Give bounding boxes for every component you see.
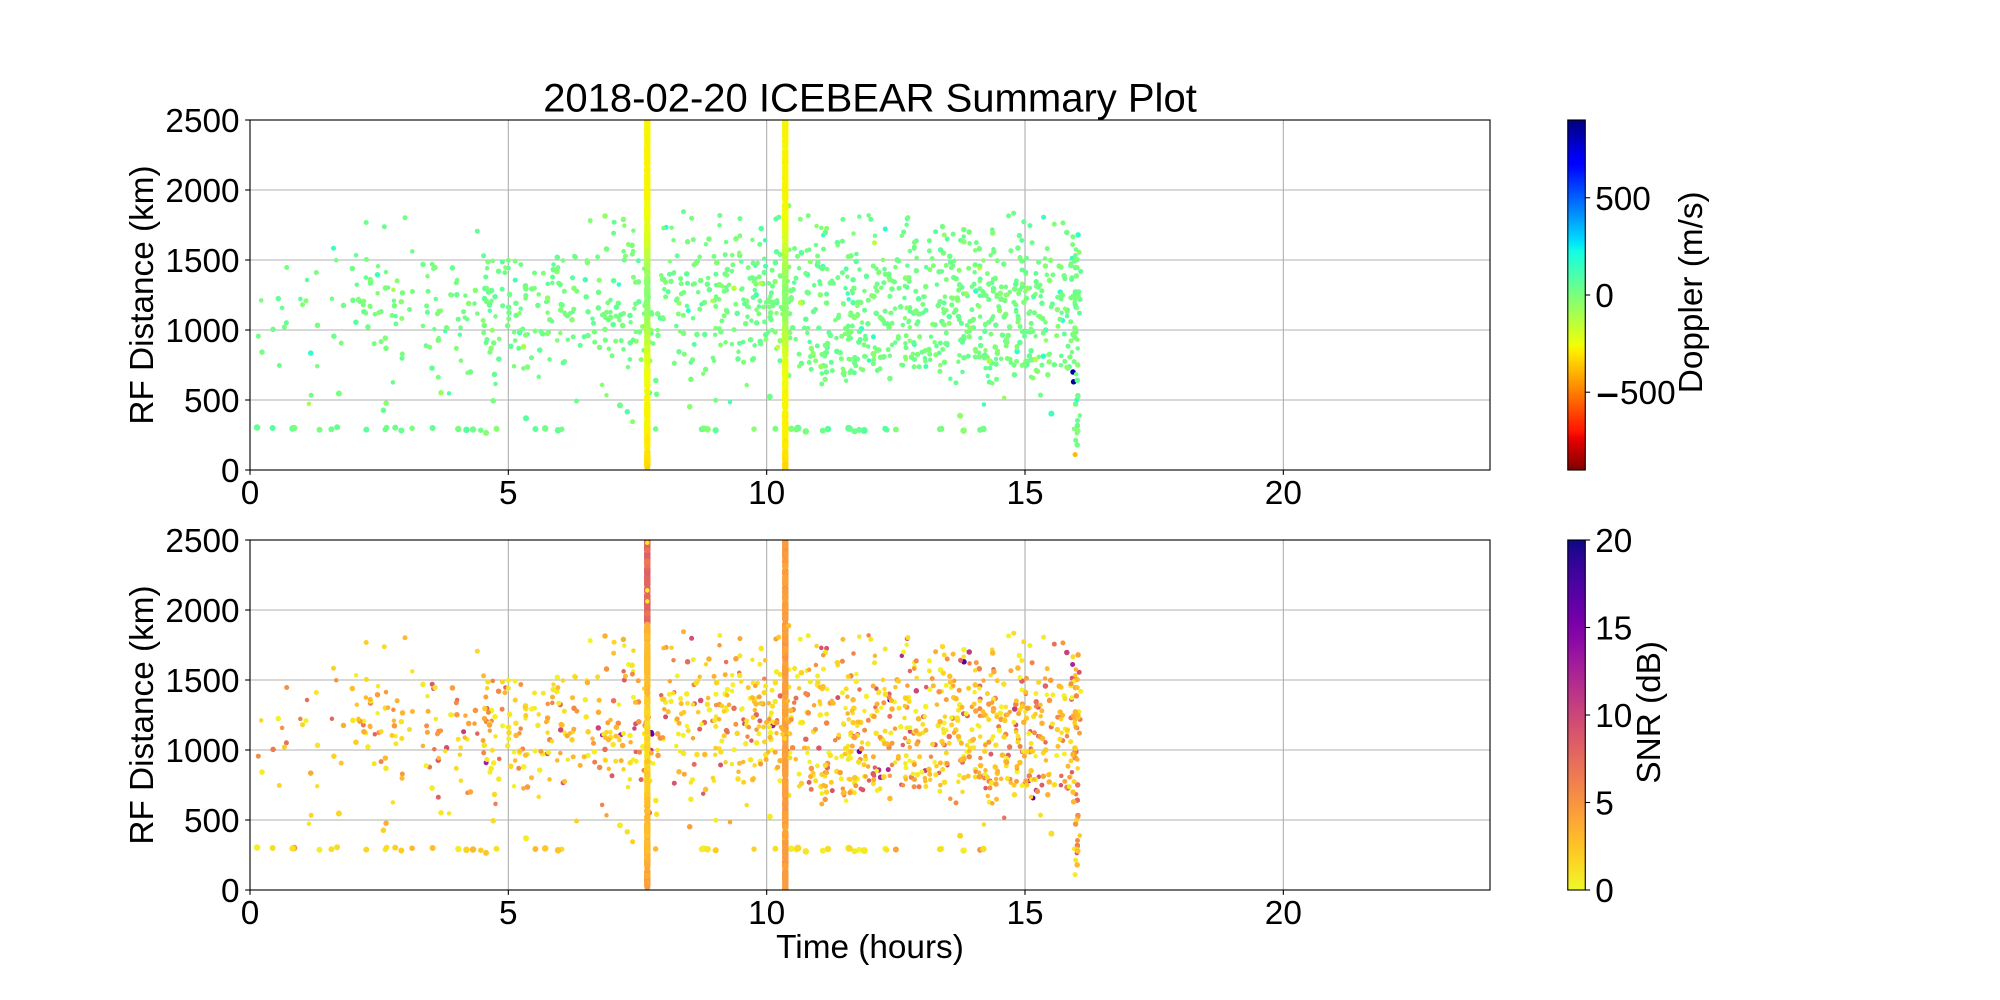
svg-text:Doppler (m/s): Doppler (m/s) (1673, 191, 1710, 393)
svg-text:20: 20 (1595, 523, 1632, 560)
svg-text:500: 500 (184, 383, 240, 420)
svg-text:1500: 1500 (165, 243, 239, 280)
svg-text:1000: 1000 (165, 733, 239, 770)
svg-text:2018-02-20 ICEBEAR Summary Plo: 2018-02-20 ICEBEAR Summary Plot (543, 77, 1197, 121)
svg-text:10: 10 (748, 475, 785, 512)
svg-text:500: 500 (1620, 375, 1676, 412)
svg-text:0: 0 (1595, 873, 1614, 910)
svg-text:0: 0 (1595, 278, 1614, 315)
svg-text:500: 500 (184, 803, 240, 840)
svg-text:1000: 1000 (165, 313, 239, 350)
svg-text:10: 10 (1595, 698, 1632, 735)
svg-text:RF Distance (km): RF Distance (km) (124, 165, 161, 424)
svg-text:5: 5 (499, 475, 518, 512)
svg-text:SNR (dB): SNR (dB) (1631, 641, 1668, 784)
svg-text:15: 15 (1006, 895, 1043, 932)
svg-text:500: 500 (1595, 181, 1651, 218)
svg-text:15: 15 (1006, 475, 1043, 512)
svg-text:0: 0 (221, 453, 240, 490)
svg-text:2000: 2000 (165, 173, 239, 210)
svg-text:5: 5 (499, 895, 518, 932)
svg-text:0: 0 (241, 475, 260, 512)
svg-text:5: 5 (1595, 786, 1614, 823)
svg-text:2000: 2000 (165, 593, 239, 630)
svg-text:20: 20 (1265, 895, 1302, 932)
svg-text:15: 15 (1595, 611, 1632, 648)
svg-text:2500: 2500 (165, 523, 239, 560)
svg-text:0: 0 (221, 873, 240, 910)
svg-text:RF Distance (km): RF Distance (km) (124, 585, 161, 844)
svg-text:2500: 2500 (165, 103, 239, 140)
svg-text:Time (hours): Time (hours) (776, 929, 964, 966)
svg-text:0: 0 (241, 895, 260, 932)
svg-text:10: 10 (748, 895, 785, 932)
svg-text:1500: 1500 (165, 663, 239, 700)
svg-text:20: 20 (1265, 475, 1302, 512)
